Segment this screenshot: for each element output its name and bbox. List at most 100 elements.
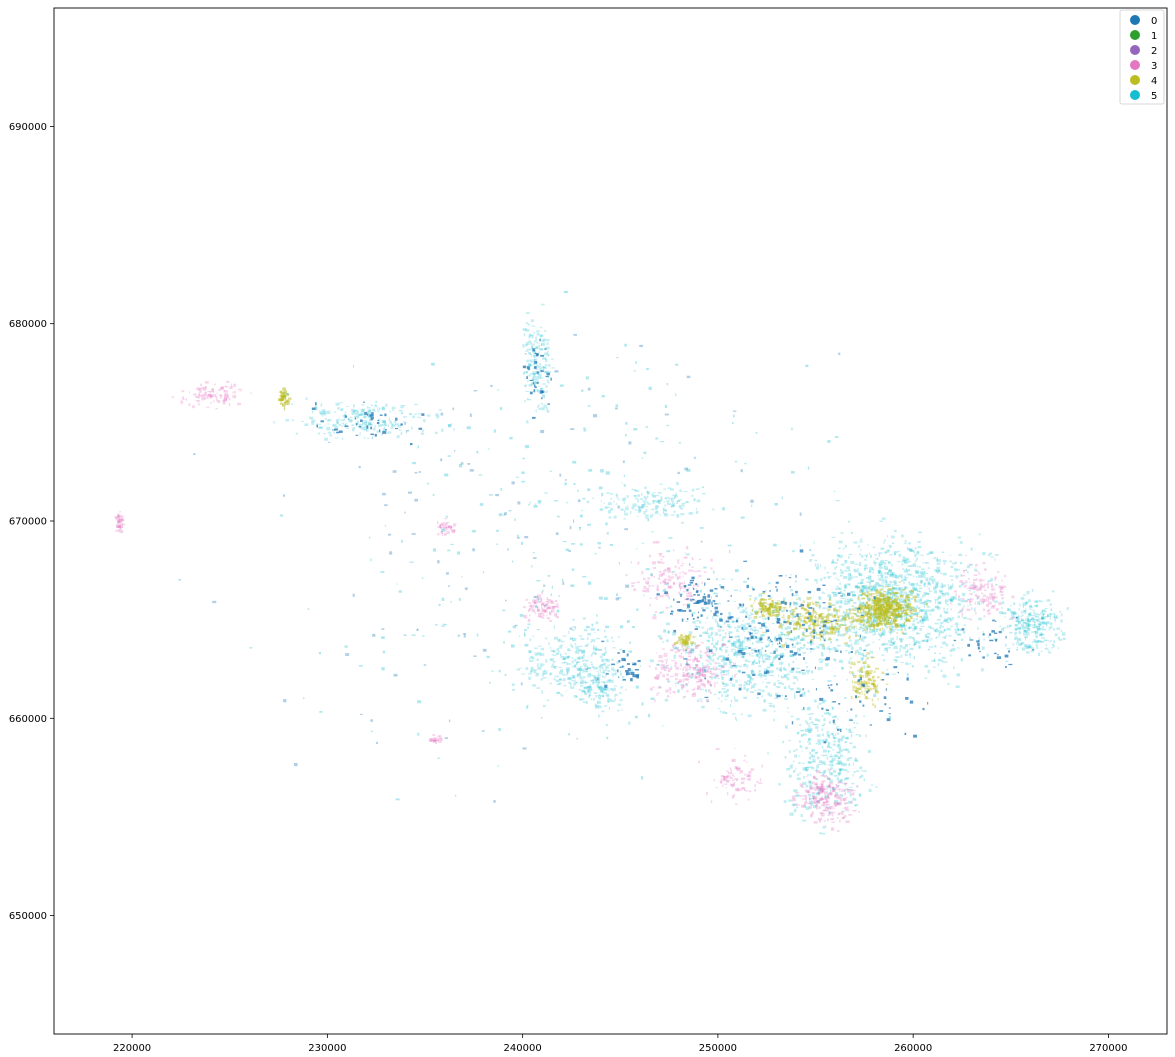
footprint-cat-3 (700, 667, 703, 671)
footprint-cat-5 (802, 776, 805, 779)
footprint-cat-3 (681, 684, 684, 688)
footprint-cat-5 (743, 611, 745, 613)
footprint-cat-5 (575, 646, 580, 649)
footprint-cat-3 (446, 531, 450, 535)
footprint-cat-5 (796, 794, 801, 796)
footprint-cat-5 (1039, 634, 1043, 636)
footprint-cat-3 (439, 524, 441, 527)
footprint-cat-5 (1033, 624, 1037, 626)
footprint-cat-4 (803, 608, 808, 611)
footprint-cat-3 (201, 397, 205, 401)
footprint-cat-5 (830, 773, 832, 775)
footprint-cat-3 (662, 572, 666, 576)
footprint-cat-5 (873, 619, 877, 623)
footprint-cat-5 (780, 609, 785, 613)
footprint-cat-4 (863, 611, 866, 613)
footprint-cat-5 (572, 626, 576, 628)
footprint-cat-5 (963, 604, 965, 608)
footprint-cat-5 (903, 559, 908, 563)
footprint-cat-5 (823, 769, 825, 773)
footprint-cat-5 (743, 684, 746, 687)
footprint-cat-5 (805, 784, 808, 788)
footprint-cat-5 (859, 562, 862, 566)
footprint-cat-5 (856, 785, 858, 788)
footprint-cat-3 (706, 791, 708, 796)
footprint-cat-5 (894, 628, 897, 630)
footprint-cat-5 (884, 580, 888, 584)
footprint-cat-5 (532, 379, 534, 383)
footprint-cat-3 (987, 598, 989, 602)
footprint-cat-5 (899, 590, 903, 592)
footprint-cat-5 (730, 650, 733, 652)
footprint-cat-5 (1018, 621, 1021, 624)
footprint-cat-5 (784, 637, 789, 640)
footprint-cat-5 (849, 598, 853, 601)
footprint-cat-5 (1061, 632, 1066, 636)
footprint-cat-5 (624, 507, 629, 511)
footprint-cat-4 (892, 587, 895, 589)
footprint-cat-3 (210, 394, 214, 397)
footprint-cat-3 (643, 577, 646, 581)
footprint-cat-3 (649, 687, 653, 691)
footprint-cat-3 (822, 789, 825, 793)
footprint-cat-3 (658, 578, 661, 580)
footprint-cat-3 (744, 787, 746, 791)
footprint-cat-5 (1033, 625, 1038, 628)
footprint-cat-5 (593, 645, 595, 649)
footprint-cat-5 (949, 649, 952, 652)
footprint-cat-3 (203, 392, 206, 397)
footprint-cat-5 (1041, 634, 1043, 636)
footprint-cat-3 (220, 394, 223, 397)
footprint-cat-5 (560, 693, 562, 696)
footprint-cat-3 (542, 614, 545, 617)
footprint-cat-5 (583, 629, 588, 632)
footprint-cat-5 (981, 646, 985, 650)
footprint-cat-5 (718, 662, 721, 665)
footprint-cat-5 (1017, 637, 1021, 641)
footprint-cat-3 (845, 810, 850, 812)
footprint-cat-5 (676, 481, 679, 486)
footprint-cat-5 (1002, 627, 1007, 629)
footprint-cat-5 (872, 605, 875, 608)
footprint-cat-5 (378, 424, 382, 427)
footprint-cat-5 (837, 633, 841, 637)
footprint-cat-5 (852, 673, 855, 676)
footprint-cat-3 (733, 662, 736, 666)
footprint-cat-5 (369, 423, 373, 425)
footprint-cat-4 (909, 604, 911, 606)
footprint-cat-5 (516, 668, 520, 671)
footprint-cat-5 (854, 641, 858, 645)
footprint-cat-5 (913, 656, 915, 660)
footprint-cat-5 (810, 618, 814, 622)
footprint-cat-3 (430, 739, 432, 742)
footprint-cat-5 (368, 422, 372, 426)
footprint-cat-5 (858, 545, 860, 548)
footprint-cat-3 (663, 578, 668, 581)
footprint-cat-5 (788, 750, 791, 754)
footprint-cat-5 (790, 620, 795, 622)
footprint-cat-5 (1020, 624, 1025, 628)
footprint-cat-5 (938, 589, 943, 592)
footprint-cat-5 (799, 744, 802, 748)
footprint-cat-3 (657, 592, 659, 594)
footprint-cat-3 (657, 686, 662, 689)
footprint-cat-5 (875, 688, 877, 692)
footprint-cat-5 (348, 419, 353, 423)
footprint-cat-3 (547, 605, 552, 609)
footprint-cat-5 (758, 670, 761, 673)
footprint-cat-5 (743, 580, 747, 583)
footprint-cat-3 (819, 788, 823, 792)
footprint-cat-3 (982, 561, 986, 565)
footprint-cat-5 (703, 669, 708, 672)
footprint-cat-3 (818, 789, 822, 791)
footprint-cat-5 (965, 569, 967, 572)
footprint-cat-5 (912, 637, 915, 640)
footprint-cat-3 (741, 777, 745, 781)
footprint-cat-5 (712, 653, 716, 656)
footprint-cat-5 (892, 642, 895, 646)
footprint-cat-3 (651, 585, 655, 587)
footprint-cat-5 (377, 410, 380, 412)
footprint-cat-5 (810, 803, 813, 806)
footprint-cat-5 (809, 729, 812, 733)
footprint-cat-5 (894, 552, 896, 556)
